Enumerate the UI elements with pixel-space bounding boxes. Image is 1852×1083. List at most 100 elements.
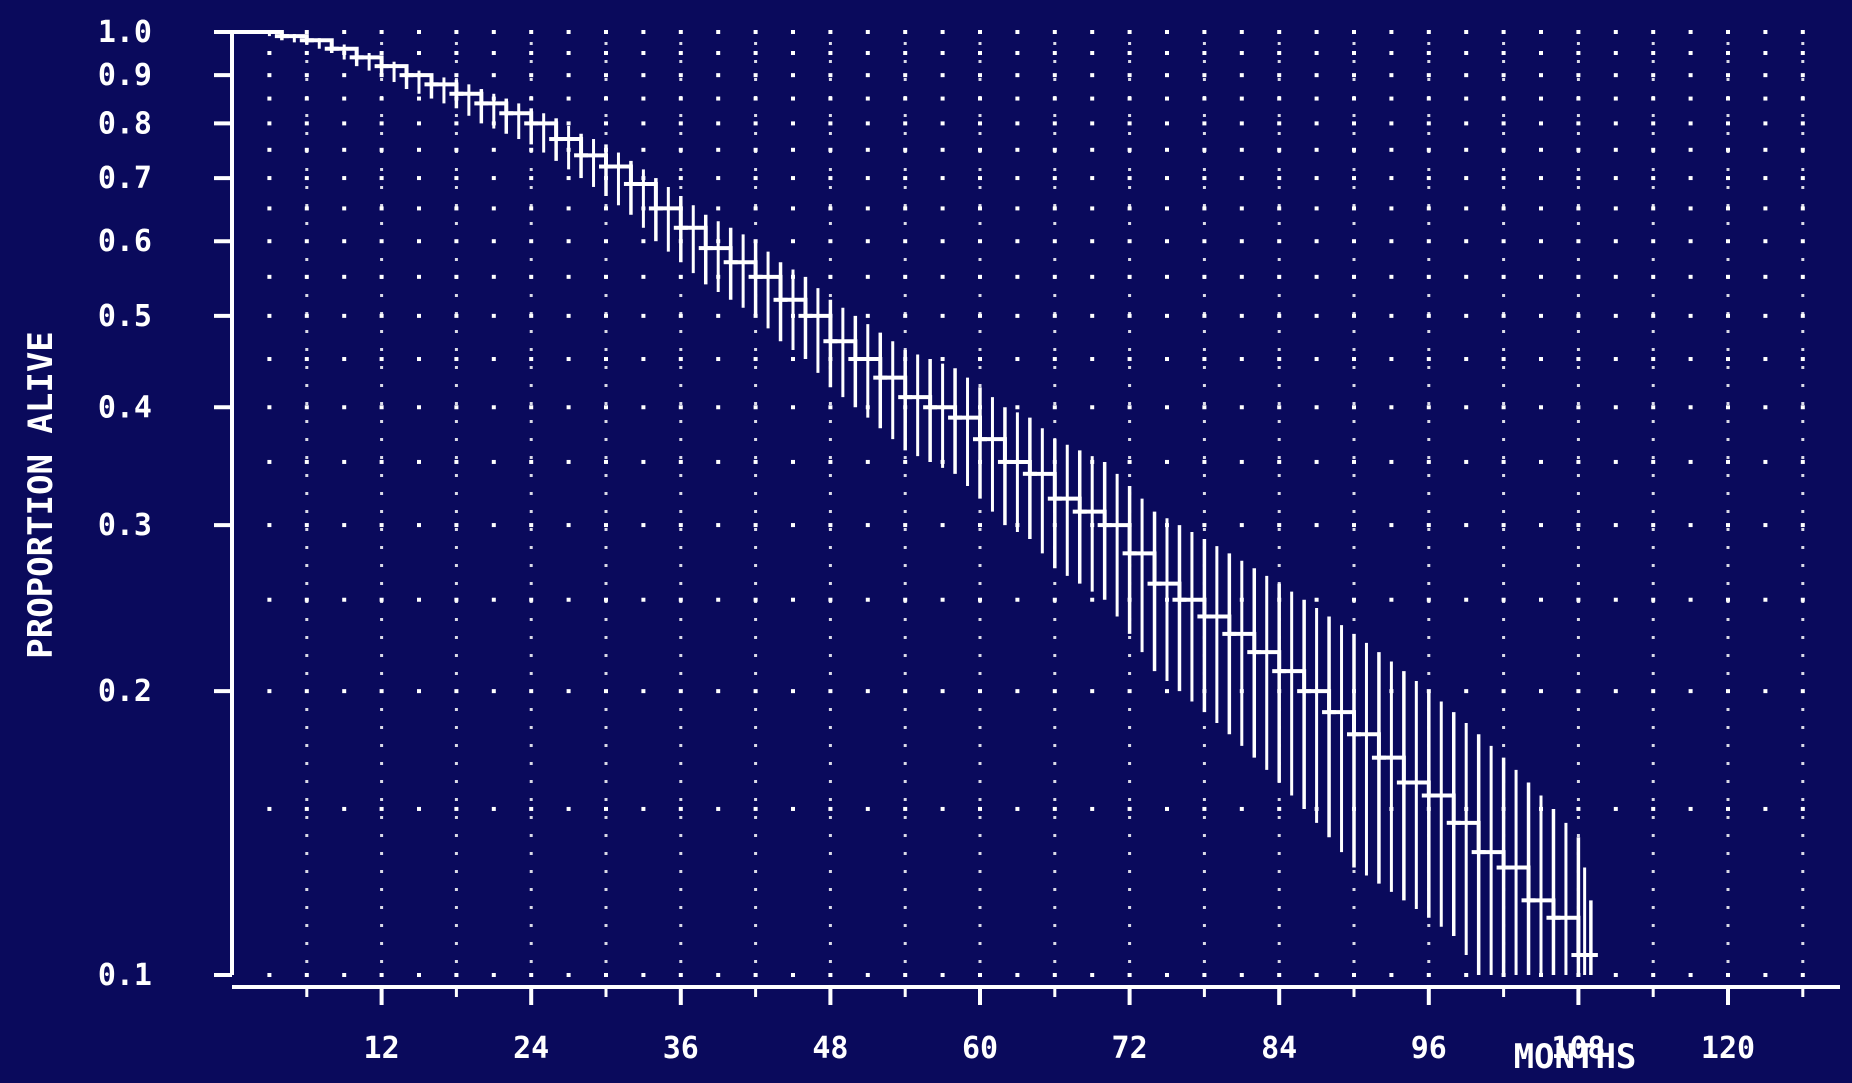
grid-dot xyxy=(379,523,384,528)
grid-dot xyxy=(679,924,683,927)
grid-dot xyxy=(828,744,832,747)
grid-dot xyxy=(716,206,721,211)
grid-dot xyxy=(1651,690,1655,693)
grid-dot xyxy=(903,762,907,765)
grid-dot xyxy=(305,204,309,207)
grid-dot xyxy=(1202,870,1206,873)
grid-dot xyxy=(1426,73,1431,78)
grid-dot xyxy=(1427,114,1431,117)
grid-dot xyxy=(1352,510,1356,513)
grid-dot xyxy=(1015,176,1020,181)
grid-dot xyxy=(1763,405,1768,410)
grid-dot xyxy=(566,121,571,126)
grid-dot xyxy=(1576,366,1580,369)
grid-dot xyxy=(1053,888,1057,891)
grid-dot xyxy=(1501,30,1506,34)
grid-dot xyxy=(678,459,683,464)
grid-dot xyxy=(1202,420,1206,423)
grid-dot xyxy=(678,597,683,602)
grid-dot xyxy=(1613,597,1618,602)
grid-dot xyxy=(267,121,272,126)
grid-dot xyxy=(679,906,683,909)
grid-dot xyxy=(1651,313,1656,318)
grid-dot xyxy=(679,816,683,819)
grid-dot xyxy=(1352,523,1356,528)
grid-dot xyxy=(1389,176,1394,181)
grid-dot xyxy=(1352,186,1356,189)
grid-dot xyxy=(1090,973,1095,977)
grid-dot xyxy=(716,357,721,362)
grid-dot xyxy=(454,690,458,693)
grid-dot xyxy=(1726,942,1730,945)
grid-dot xyxy=(1801,654,1805,657)
grid-dot xyxy=(1127,405,1132,410)
grid-dot xyxy=(978,744,982,747)
grid-dot xyxy=(529,60,533,63)
grid-dot xyxy=(566,523,571,528)
grid-dot xyxy=(1726,348,1730,351)
grid-dot xyxy=(454,924,458,927)
grid-dot xyxy=(903,96,907,99)
grid-dot xyxy=(1800,597,1805,602)
grid-dot xyxy=(1202,438,1206,441)
grid-dot xyxy=(679,942,683,945)
grid-dot xyxy=(1464,523,1469,528)
grid-dot xyxy=(305,150,309,153)
grid-dot xyxy=(1165,30,1169,34)
grid-dot xyxy=(791,51,795,56)
grid-dot xyxy=(940,30,945,34)
grid-dot xyxy=(1128,294,1132,297)
grid-dot xyxy=(1389,30,1394,34)
grid-dot xyxy=(1202,459,1207,464)
grid-dot xyxy=(679,852,683,855)
grid-dot xyxy=(1277,121,1282,126)
grid-dot xyxy=(1726,834,1730,837)
grid-dot xyxy=(1651,597,1656,602)
grid-dot xyxy=(1576,206,1581,211)
grid-dot xyxy=(1128,168,1132,171)
grid-dot xyxy=(604,366,608,369)
grid-dot xyxy=(1726,366,1730,369)
grid-dot xyxy=(828,121,833,126)
grid-dot xyxy=(604,780,608,783)
grid-dot xyxy=(1352,597,1356,602)
grid-dot xyxy=(1651,528,1655,531)
grid-dot xyxy=(978,510,982,513)
grid-dot xyxy=(454,78,458,81)
grid-dot xyxy=(1613,51,1618,56)
grid-dot xyxy=(454,168,458,171)
grid-dot xyxy=(1053,42,1057,45)
grid-dot xyxy=(1576,96,1580,99)
grid-dot xyxy=(978,384,982,387)
grid-dot xyxy=(828,258,832,261)
grid-dot xyxy=(978,708,982,711)
grid-dot xyxy=(1651,96,1655,99)
grid-dot xyxy=(903,852,907,855)
grid-dot xyxy=(566,459,571,464)
grid-dot xyxy=(1651,240,1655,243)
grid-dot xyxy=(1613,689,1618,694)
grid-dot xyxy=(1502,456,1506,459)
grid-dot xyxy=(1352,405,1356,410)
grid-dot xyxy=(978,330,982,333)
grid-dot xyxy=(754,402,758,405)
grid-dot xyxy=(380,834,384,837)
grid-dot xyxy=(529,528,533,531)
grid-dot xyxy=(1763,973,1768,977)
grid-dot xyxy=(305,906,309,909)
grid-dot xyxy=(1277,523,1282,528)
grid-dot xyxy=(380,330,384,333)
grid-dot xyxy=(828,78,832,81)
grid-dot xyxy=(903,114,907,117)
grid-dot xyxy=(1128,348,1132,351)
grid-dot xyxy=(1314,313,1319,318)
grid-dot xyxy=(454,906,458,909)
grid-dot xyxy=(1053,600,1057,603)
grid-dot xyxy=(1651,150,1655,153)
grid-dot xyxy=(1651,204,1655,207)
grid-dot xyxy=(828,147,833,152)
grid-dot xyxy=(1613,206,1618,211)
grid-dot xyxy=(1502,96,1506,99)
grid-dot xyxy=(1202,186,1206,189)
grid-dot xyxy=(1352,51,1356,56)
